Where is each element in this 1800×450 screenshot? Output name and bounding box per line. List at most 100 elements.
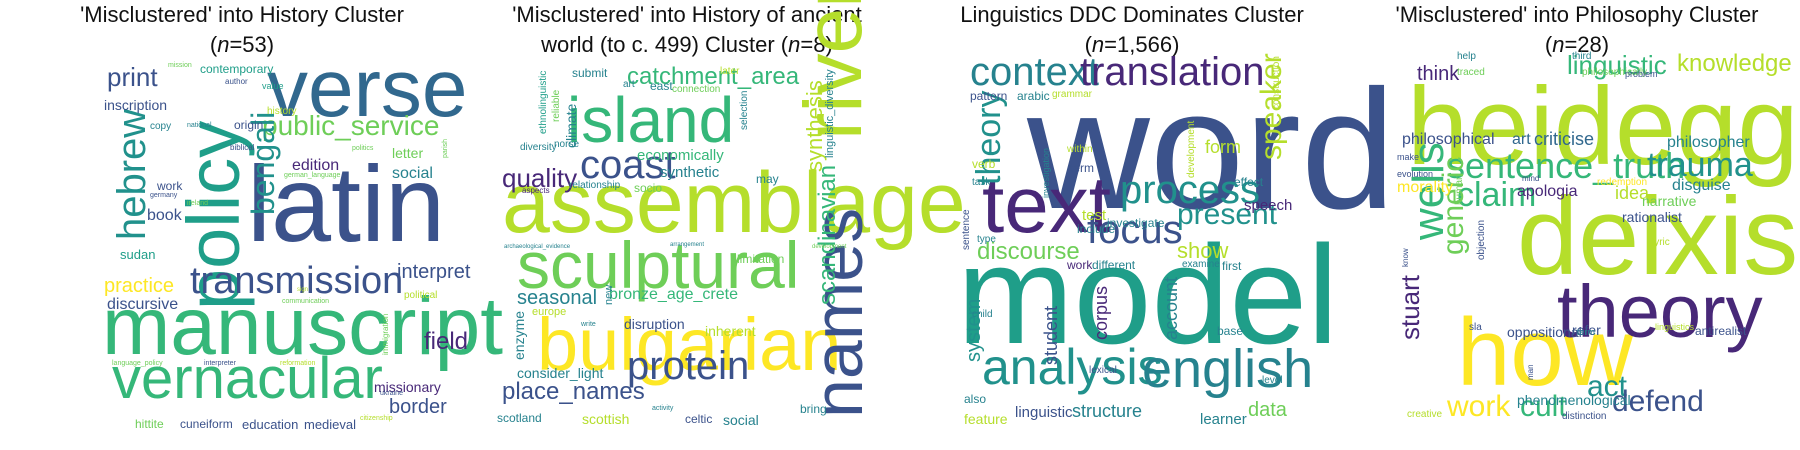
- cloud-word: interpret: [397, 261, 471, 283]
- cloud-word: archaeological_evidence: [504, 244, 571, 250]
- panel-title-line2-text: world (to c. 499) Cluster (: [541, 32, 789, 57]
- cloud-word: education: [242, 417, 299, 432]
- cloud-word: may: [756, 172, 779, 186]
- cloud-word: model: [957, 216, 1339, 373]
- cloud-word: connection: [672, 84, 721, 95]
- cloud-word: refer: [1572, 322, 1601, 338]
- cloud-word: transmission: [190, 260, 404, 302]
- cloud-word: also: [964, 392, 987, 406]
- cloud-word: form: [1205, 137, 1241, 157]
- cloud-word: distinction: [1562, 411, 1607, 422]
- cloud-word: task: [972, 177, 991, 188]
- cloud-word: criticise: [1534, 129, 1595, 149]
- cloud-word: politics: [352, 145, 374, 152]
- cloud-word: learner: [1200, 411, 1247, 428]
- cloud-word: investigation: [1041, 147, 1051, 198]
- cloud-word: how: [1457, 299, 1634, 406]
- cloud-word: lyric: [1652, 237, 1670, 248]
- panel-title-line1: Linguistics DDC Dominates Cluster: [960, 2, 1304, 27]
- word-cloud: assemblage sculptural island river bulgarian…: [497, 0, 966, 450]
- cloud-word: feature: [964, 411, 1008, 427]
- cloud-word: value: [262, 81, 284, 91]
- cloud-word: sla: [1469, 322, 1482, 333]
- cloud-word: include: [1077, 222, 1116, 236]
- n-value: =8): [800, 32, 833, 57]
- cloud-word: social: [392, 165, 433, 182]
- cloud-word: phenomenological: [1517, 392, 1631, 408]
- cloud-word: reliable: [551, 89, 562, 122]
- cloud-word: level: [1262, 375, 1283, 386]
- cloud-word: quality: [502, 163, 578, 193]
- cloud-word: island: [567, 84, 735, 156]
- cloud-word: discourse: [977, 238, 1080, 265]
- cloud-word: arabic: [1017, 89, 1050, 103]
- cloud-word: speech: [1244, 197, 1293, 214]
- cloud-word: write: [581, 321, 596, 328]
- cloud-word: missionary: [374, 379, 441, 395]
- cloud-word: english: [1142, 339, 1314, 399]
- cloud-word: oppositional: [1507, 324, 1582, 340]
- cloud-word: celtic: [685, 412, 713, 426]
- n-label: n: [1091, 32, 1105, 57]
- cloud-word: political: [404, 290, 438, 301]
- panel-title: 'Misclustered' into Philosophy Cluster (…: [1387, 0, 1767, 60]
- panel-title: 'Misclustered' into History Cluster (n=5…: [52, 0, 432, 60]
- cloud-word: social: [723, 412, 759, 428]
- cloud-word: reformation: [280, 360, 316, 367]
- cloud-word: protein: [627, 344, 750, 388]
- cloud-word: third: [1572, 51, 1592, 62]
- cloud-word: philosophically: [1582, 67, 1648, 78]
- cloud-word: help: [1457, 51, 1476, 62]
- wordcloud-panel-linguistics: Linguistics DDC Dominates Cluster (n=1,5…: [942, 0, 1395, 450]
- cloud-word: test: [1082, 207, 1107, 224]
- cloud-word: know: [1401, 248, 1410, 267]
- cloud-word: investigate: [1107, 216, 1165, 230]
- panel-title-line2: (n=53): [209, 32, 275, 57]
- cloud-word: work: [157, 179, 183, 193]
- cloud-word: first: [1222, 259, 1242, 273]
- cloud-word: new: [603, 284, 615, 305]
- cloud-word: art: [1512, 131, 1531, 148]
- cloud-word: seasonal: [517, 287, 598, 309]
- cloud-word: inherent: [705, 323, 756, 339]
- cloud-word: heidegger: [1407, 65, 1800, 188]
- cloud-word: germany: [150, 192, 178, 199]
- cloud-word: idea: [1615, 183, 1650, 203]
- cloud-word: citizenship: [360, 415, 393, 422]
- cloud-word: focus: [1087, 208, 1183, 252]
- cloud-word: biblical: [230, 143, 255, 152]
- panel-title: Linguistics DDC Dominates Cluster (n=1,5…: [942, 0, 1322, 60]
- cloud-word: contemporary: [200, 62, 274, 76]
- cloud-word: economically: [637, 147, 724, 164]
- n-value: =53: [229, 32, 267, 57]
- cloud-word: show: [1177, 238, 1229, 263]
- cloud-word: language_policy: [112, 360, 163, 367]
- cloud-word: synthesis: [802, 80, 827, 172]
- cloud-word: morality: [1397, 179, 1454, 196]
- cloud-word: later: [720, 66, 740, 77]
- cloud-word: pattern: [970, 89, 1008, 103]
- wordcloud-panel-philosophy: 'Misclustered' into Philosophy Cluster (…: [1387, 0, 1800, 450]
- cloud-word: copy: [150, 121, 172, 132]
- cloud-word: activity: [652, 405, 674, 412]
- cloud-word: ukraine: [380, 390, 403, 397]
- cloud-word: enzyme: [511, 310, 527, 360]
- panel-title-line1: 'Misclustered' into History of ancient: [512, 2, 862, 27]
- cloud-word: relationship: [569, 180, 621, 191]
- n-value: =28): [1564, 32, 1610, 57]
- cloud-word: context: [970, 50, 1099, 94]
- cloud-word: generic: [1437, 156, 1470, 255]
- cloud-word: translation: [1080, 50, 1265, 94]
- cloud-word: book: [147, 207, 182, 224]
- cloud-word: hebrew: [110, 108, 154, 240]
- n-value: =1,566): [1104, 32, 1180, 57]
- cloud-word: scandinavian: [814, 164, 841, 305]
- cloud-word: vernacular: [112, 346, 383, 411]
- wordcloud-panel-history: 'Misclustered' into History Cluster (n=5…: [52, 0, 503, 450]
- cloud-word: norse: [554, 139, 580, 150]
- cloud-word: socio: [634, 181, 663, 195]
- cloud-word: verb: [972, 157, 996, 171]
- cloud-word: arrangement: [670, 242, 705, 248]
- cloud-word: origin: [234, 118, 264, 132]
- cloud-word: bring: [800, 402, 827, 416]
